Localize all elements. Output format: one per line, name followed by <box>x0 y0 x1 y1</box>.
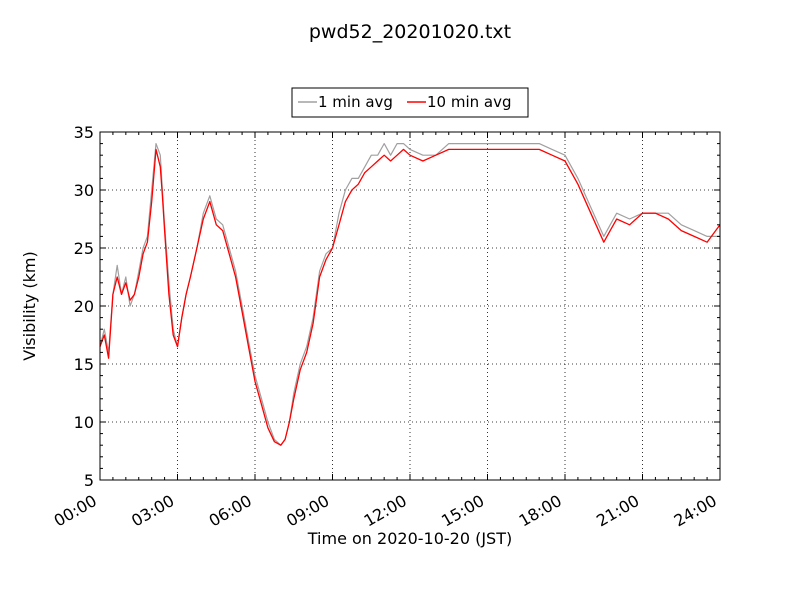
legend-label-10min: 10 min avg <box>427 93 512 111</box>
y-tick-label: 10 <box>74 413 94 432</box>
y-tick-labels: 5 10 15 20 25 30 35 <box>74 123 94 490</box>
series-1min-line <box>99 143 720 446</box>
y-tick-label: 15 <box>74 355 94 374</box>
y-tick-label: 25 <box>74 239 94 258</box>
chart-title: pwd52_20201020.txt <box>309 21 511 43</box>
series-10min-line <box>99 148 721 446</box>
y-tick-label: 20 <box>74 297 94 316</box>
y-tick-label: 5 <box>84 471 94 490</box>
legend: 1 min avg 10 min avg <box>291 87 529 118</box>
series-layer <box>99 143 721 446</box>
y-axis-label: Visibility (km) <box>20 251 39 360</box>
grid-lines <box>100 132 720 480</box>
axis-ticks <box>99 131 721 481</box>
legend-label-1min: 1 min avg <box>318 93 393 111</box>
x-axis-label: Time on 2020-10-20 (JST) <box>307 529 512 548</box>
y-tick-label: 35 <box>74 123 94 142</box>
y-tick-label: 30 <box>74 181 94 200</box>
